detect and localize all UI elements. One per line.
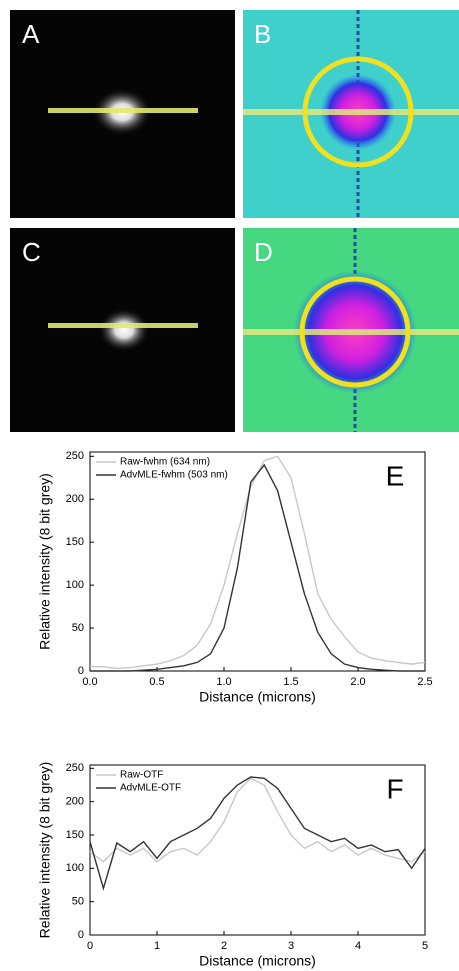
y-tick-label: 100 <box>66 862 84 874</box>
data-line <box>89 777 426 863</box>
x-tick-label: 4 <box>355 940 361 952</box>
y-axis-label: Relative intensity (8 bit grey) <box>37 762 53 939</box>
data-line <box>89 776 426 891</box>
y-tick-label: 150 <box>66 536 84 548</box>
y-tick-label: 0 <box>78 665 84 677</box>
legend-label: Raw-fwhm (634 nm) <box>120 457 210 468</box>
panel-annotation: F <box>386 773 403 804</box>
panel-annotation: E <box>386 460 405 491</box>
legend-label: AdvMLE-OTF <box>120 783 181 794</box>
panel-label: A <box>22 19 40 49</box>
x-tick-label: 0.5 <box>149 676 164 688</box>
x-tick-label: 0 <box>87 940 93 952</box>
x-tick-label: 5 <box>422 940 428 952</box>
y-tick-label: 50 <box>72 622 84 634</box>
plot-frame <box>89 451 426 672</box>
chart: 0 50 100 150 200 250 0 1 2 3 4 5 Distance (microns) R… <box>37 762 428 969</box>
x-tick-label: 0.0 <box>82 676 97 688</box>
y-tick-label: 250 <box>66 450 84 462</box>
plot-frame <box>89 764 426 936</box>
x-tick-label: 1 <box>154 940 160 952</box>
x-tick-label: 2.5 <box>417 676 432 688</box>
panel-b: B <box>243 10 459 218</box>
panel-label: C <box>22 237 41 267</box>
panel-c: C <box>10 228 235 432</box>
y-axis-label: Relative intensity (8 bit grey) <box>37 473 53 650</box>
y-tick-label: 50 <box>72 896 84 908</box>
y-tick-label: 200 <box>66 796 84 808</box>
x-tick-label: 1.5 <box>283 676 298 688</box>
y-tick-label: 200 <box>66 493 84 505</box>
panel-d: D <box>243 228 459 432</box>
x-tick-label: 2.0 <box>350 676 365 688</box>
panel-a: A <box>10 10 235 218</box>
y-tick-label: 0 <box>78 929 84 941</box>
x-tick-label: 3 <box>288 940 294 952</box>
legend-label: Raw-OTF <box>120 770 163 781</box>
y-tick-label: 150 <box>66 829 84 841</box>
legend-label: AdvMLE-fwhm (503 nm) <box>120 470 228 481</box>
chart: 0 50 100 150 200 250 0.0 0.5 1.0 1.5 2.0 2.5 Distanc… <box>37 450 433 705</box>
x-tick-label: 1.0 <box>216 676 231 688</box>
panel-label: D <box>254 237 273 267</box>
x-axis-label: Distance (microns) <box>199 953 316 969</box>
panel-label: B <box>254 19 271 49</box>
x-axis-label: Distance (microns) <box>199 689 316 705</box>
data-line <box>90 455 426 670</box>
data-line <box>90 463 425 672</box>
x-tick-label: 2 <box>221 940 227 952</box>
y-tick-label: 100 <box>66 579 84 591</box>
y-tick-label: 250 <box>66 762 84 774</box>
